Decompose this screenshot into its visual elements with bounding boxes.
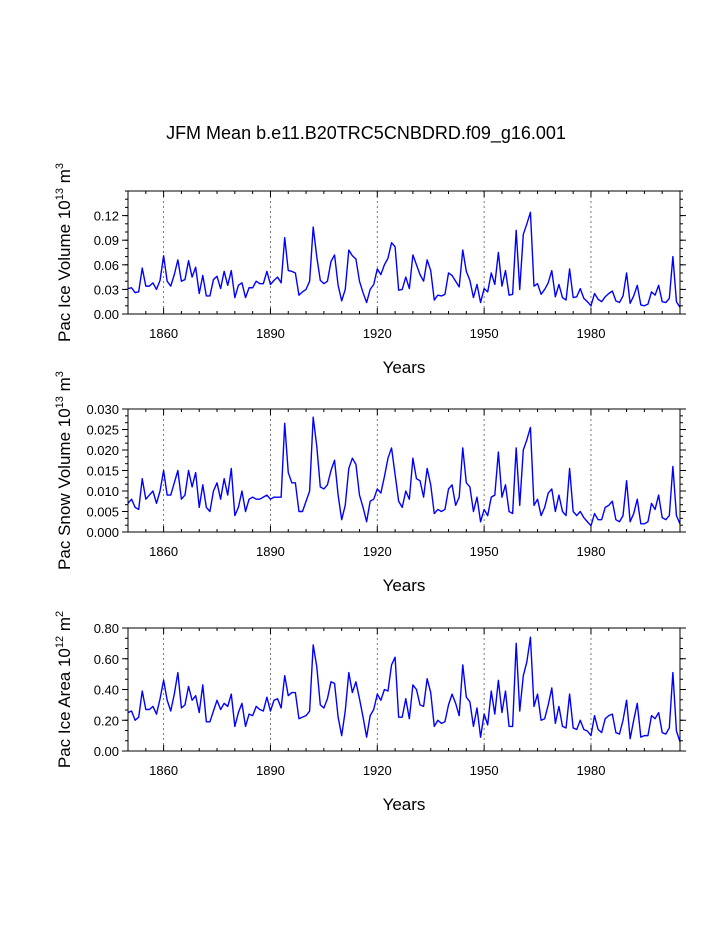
y-tick-label-snow-volume-0.015: 0.015 [86, 464, 119, 479]
x-axis-label-snow-volume: Years [383, 576, 426, 595]
y-axis-label-main-ice-area: Pac Ice Area 10 [55, 648, 74, 768]
panel-ice-area: 1860 1890 1920 1950 1980 0.00 0.20 0.40 0.60 0.80… [54, 611, 686, 814]
x-tick-label-ice-volume-1860: 1860 [149, 326, 178, 341]
chart-title: JFM Mean b.e11.B20TRC5CNBDRD.f09_g16.001 [166, 123, 566, 144]
x-tick-label-ice-area-1950: 1950 [470, 763, 499, 778]
x-tick-label-ice-volume-1950: 1950 [470, 326, 499, 341]
y-tick-label-snow-volume-0.025: 0.025 [86, 423, 119, 438]
x-tick-label-ice-volume-1980: 1980 [577, 326, 606, 341]
y-tick-label-snow-volume-0.000: 0.000 [86, 525, 119, 540]
y-tick-label-ice-volume-0.06: 0.06 [94, 258, 119, 273]
x-tick-label-ice-volume-1890: 1890 [256, 326, 285, 341]
x-tick-label-ice-area-1980: 1980 [577, 763, 606, 778]
x-tick-label-ice-area-1920: 1920 [363, 763, 392, 778]
y-tick-label-ice-volume-0.09: 0.09 [94, 233, 119, 248]
y-axis-label-unit-exponent-ice-volume: 3 [54, 163, 66, 169]
y-tick-label-snow-volume-0.030: 0.030 [86, 402, 119, 417]
y-axis-label-ice-area: Pac Ice Area 1012 m2 [54, 611, 74, 768]
series-line-ice-volume [127, 211, 681, 308]
y-tick-label-ice-volume-0.00: 0.00 [94, 307, 119, 322]
panels: 1860 1890 1920 1950 1980 0.00 0.03 0.06 0.09 0.12… [54, 163, 686, 814]
y-tick-label-ice-area-0.00: 0.00 [94, 744, 119, 759]
y-axis-label-unit-ice-volume: m [55, 169, 74, 188]
series-line-ice-area [127, 636, 681, 742]
y-tick-label-ice-area-0.20: 0.20 [94, 713, 119, 728]
x-tick-label-snow-volume-1890: 1890 [256, 544, 285, 559]
x-tick-label-ice-volume-1920: 1920 [363, 326, 392, 341]
y-tick-label-ice-area-0.60: 0.60 [94, 652, 119, 667]
plot-frame-snow-volume [127, 408, 681, 533]
x-axis-label-ice-area: Years [383, 795, 426, 814]
y-axis-label-ice-volume: Pac Ice Volume 1013 m3 [54, 163, 74, 342]
y-tick-label-snow-volume-0.020: 0.020 [86, 443, 119, 458]
x-tick-label-snow-volume-1950: 1950 [470, 544, 499, 559]
y-tick-label-ice-area-0.80: 0.80 [94, 621, 119, 636]
x-tick-label-ice-area-1860: 1860 [149, 763, 178, 778]
y-axis-label-unit-ice-area: m [55, 617, 74, 636]
plot-frame-ice-volume [127, 190, 681, 315]
x-tick-label-ice-area-1890: 1890 [256, 763, 285, 778]
y-tick-label-snow-volume-0.010: 0.010 [86, 484, 119, 499]
series-line-snow-volume [127, 416, 681, 527]
y-tick-label-ice-volume-0.12: 0.12 [94, 209, 119, 224]
x-axis-label-ice-volume: Years [383, 358, 426, 377]
y-axis-label-main-snow-volume: Pac Snow Volume 10 [55, 408, 74, 570]
y-axis-label-exponent-ice-volume: 13 [54, 188, 66, 200]
y-axis-label-unit-exponent-snow-volume: 3 [54, 371, 66, 377]
y-axis-label-main-ice-volume: Pac Ice Volume 10 [55, 200, 74, 342]
panel-ice-volume: 1860 1890 1920 1950 1980 0.00 0.03 0.06 0.09 0.12… [54, 163, 686, 377]
plot-frame-ice-area [127, 627, 681, 752]
y-axis-label-unit-exponent-ice-area: 2 [54, 611, 66, 617]
y-tick-label-snow-volume-0.005: 0.005 [86, 505, 119, 520]
x-tick-label-snow-volume-1920: 1920 [363, 544, 392, 559]
y-tick-label-ice-volume-0.03: 0.03 [94, 282, 119, 297]
x-tick-label-snow-volume-1980: 1980 [577, 544, 606, 559]
y-axis-label-unit-snow-volume: m [55, 377, 74, 396]
y-axis-label-exponent-snow-volume: 13 [54, 396, 66, 408]
y-axis-label-snow-volume: Pac Snow Volume 1013 m3 [54, 371, 74, 570]
x-tick-label-snow-volume-1860: 1860 [149, 544, 178, 559]
panel-snow-volume: 1860 1890 1920 1950 1980 0.000 0.005 0.010 0.015… [54, 371, 686, 595]
y-axis-label-exponent-ice-area: 12 [54, 636, 66, 648]
y-tick-label-ice-area-0.40: 0.40 [94, 683, 119, 698]
